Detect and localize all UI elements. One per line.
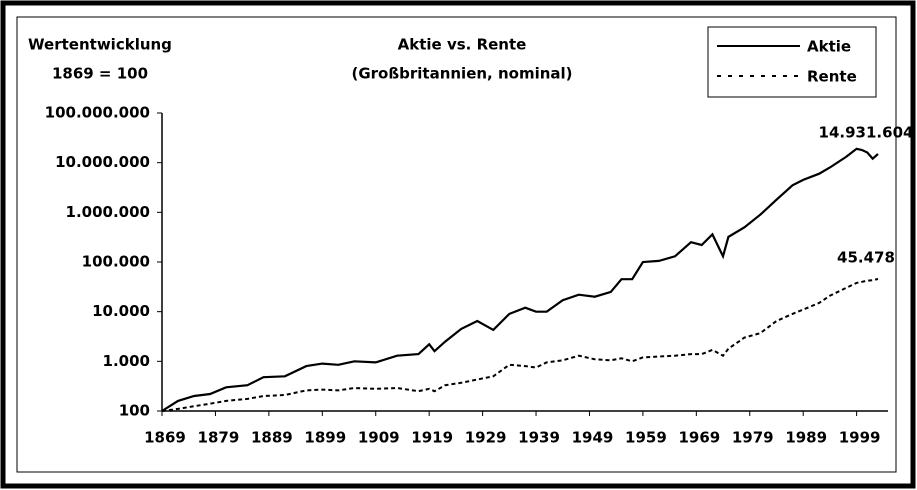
x-tick-label: 1919	[411, 429, 453, 447]
chart-title: Aktie vs. Rente	[398, 36, 527, 54]
y-tick-label: 1.000	[103, 352, 150, 370]
y-tick-label: 10.000.000	[55, 153, 150, 171]
data-label: 14.931.604	[819, 124, 914, 142]
y-axis-label: Wertentwicklung	[28, 36, 172, 54]
x-tick-label: 1889	[251, 429, 293, 447]
series-line	[161, 147, 879, 412]
y-tick-label: 1.000.000	[66, 203, 150, 221]
legend	[707, 26, 877, 98]
x-tick-label: 1909	[358, 429, 400, 447]
x-tick-label: 1899	[304, 429, 346, 447]
chart-frame	[16, 16, 897, 473]
data-label: 45.478	[837, 248, 895, 266]
x-tick-label: 1869	[144, 429, 186, 447]
y-tick-label: 100.000.000	[45, 104, 150, 122]
x-tick-label: 1969	[678, 429, 720, 447]
legend-label: Aktie	[807, 38, 851, 56]
series-line	[161, 278, 879, 412]
x-tick-label: 1989	[785, 429, 827, 447]
x-tick-label: 1879	[198, 429, 240, 447]
y-tick-label: 100.000	[82, 253, 150, 271]
x-tick-label: 1949	[572, 429, 614, 447]
y-axis-label: 1869 = 100	[52, 65, 148, 83]
x-tick-label: 1959	[625, 429, 667, 447]
x-tick-label: 1999	[839, 429, 881, 447]
x-tick-label: 1929	[465, 429, 507, 447]
legend-label: Rente	[807, 68, 857, 86]
chart-subtitle: (Großbritannien, nominal)	[351, 65, 572, 83]
x-tick-label: 1979	[732, 429, 774, 447]
y-tick-label: 10.000	[92, 302, 150, 320]
x-tick-label: 1939	[518, 429, 560, 447]
y-tick-label: 100	[119, 402, 150, 420]
